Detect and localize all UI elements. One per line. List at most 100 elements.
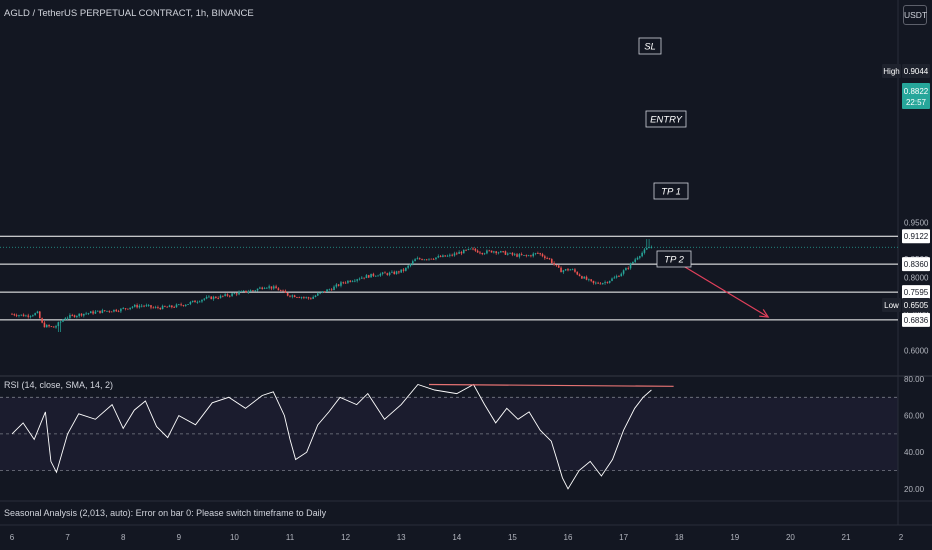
candle-body <box>73 315 76 318</box>
candle-body <box>80 313 83 316</box>
candle-body <box>317 293 319 296</box>
candle-body <box>59 321 62 323</box>
rsi-line <box>11 383 652 490</box>
candle-body <box>71 315 74 316</box>
candle-body <box>520 254 523 256</box>
candle-body <box>85 313 87 315</box>
candle-body <box>108 310 111 312</box>
candle-body <box>606 282 609 283</box>
candle-body <box>599 283 602 285</box>
candle-body <box>460 252 463 254</box>
candle-body <box>393 271 396 275</box>
candle-body <box>286 292 289 296</box>
candle-body <box>328 289 331 291</box>
candle-body <box>270 286 273 289</box>
candle-body <box>36 311 39 314</box>
candle-body <box>398 271 400 273</box>
candle-body <box>516 254 518 257</box>
candle-body <box>303 297 305 298</box>
currency-button[interactable]: USDT <box>903 5 927 25</box>
candle-body <box>347 280 349 283</box>
candle-body <box>407 265 409 268</box>
candle-body <box>564 269 567 271</box>
candle-body <box>451 254 453 256</box>
candle-body <box>388 272 391 275</box>
time-tick-label: 9 <box>177 533 182 542</box>
candle-body <box>194 300 196 303</box>
candle-body <box>386 273 389 275</box>
candle-body <box>523 255 525 256</box>
time-tick-label: 16 <box>564 533 573 542</box>
annotation-tp1-box <box>653 182 689 200</box>
candle-body <box>99 310 101 313</box>
candle-body <box>113 309 115 312</box>
candle-body <box>340 282 342 286</box>
candle-body <box>632 261 634 264</box>
candle-body <box>358 278 361 280</box>
time-tick-label: 6 <box>10 533 15 542</box>
candle-body <box>527 255 530 257</box>
candle-body <box>20 314 23 316</box>
candle-body <box>289 295 291 297</box>
candle-body <box>228 295 231 297</box>
candle-body <box>235 293 238 295</box>
candle-body <box>39 311 41 319</box>
time-tick-label: 14 <box>452 533 461 542</box>
candle-body <box>335 284 338 287</box>
time-tick-label: 10 <box>230 533 239 542</box>
candle-body <box>106 310 108 312</box>
candle-body <box>425 259 428 261</box>
candle-body <box>11 313 13 315</box>
candle-body <box>430 258 433 260</box>
candle-body <box>337 284 340 286</box>
candle-body <box>131 306 134 308</box>
candle-body <box>643 249 646 253</box>
candle-body <box>296 297 298 298</box>
candle-body <box>333 286 335 291</box>
time-tick-label: 18 <box>675 533 684 542</box>
candle-body <box>611 278 613 281</box>
candle-body <box>395 271 398 275</box>
candle-body <box>576 271 579 275</box>
candle-body <box>465 249 467 251</box>
badge-entry-bg <box>902 257 930 272</box>
candle-body <box>416 258 419 260</box>
candle-body <box>83 313 85 316</box>
candle-body <box>363 277 365 279</box>
candle-body <box>384 272 386 274</box>
candles-group <box>11 239 653 333</box>
candle-body <box>555 264 558 266</box>
candle-body <box>500 251 502 253</box>
badge-countdown: 22:57 <box>906 98 927 107</box>
candle-body <box>418 258 421 260</box>
candle-body <box>467 248 470 250</box>
time-tick-label: 7 <box>65 533 70 542</box>
time-tick-label: 19 <box>730 533 739 542</box>
badge-last-bg <box>902 83 930 109</box>
candle-body <box>161 305 164 310</box>
candle-body <box>52 326 55 328</box>
candle-body <box>66 317 69 319</box>
candle-body <box>597 282 599 284</box>
candle-body <box>481 253 484 255</box>
candle-body <box>266 287 268 289</box>
candle-body <box>567 269 569 271</box>
candle-body <box>476 250 479 253</box>
candle-body <box>143 305 145 307</box>
candle-body <box>639 256 641 258</box>
candle-body <box>372 273 375 276</box>
candle-body <box>472 248 474 250</box>
badge-high-value: 0.9044 <box>904 67 929 76</box>
price-tick-label: 0.9500 <box>904 218 929 227</box>
candle-body <box>215 296 217 298</box>
candle-body <box>164 305 166 307</box>
candle-body <box>89 311 92 314</box>
candle-body <box>636 257 639 260</box>
candle-body <box>622 270 625 274</box>
candle-body <box>546 258 548 259</box>
candle-body <box>57 322 60 327</box>
candle-body <box>182 305 185 307</box>
candle-body <box>272 286 275 289</box>
candle-body <box>261 287 263 289</box>
